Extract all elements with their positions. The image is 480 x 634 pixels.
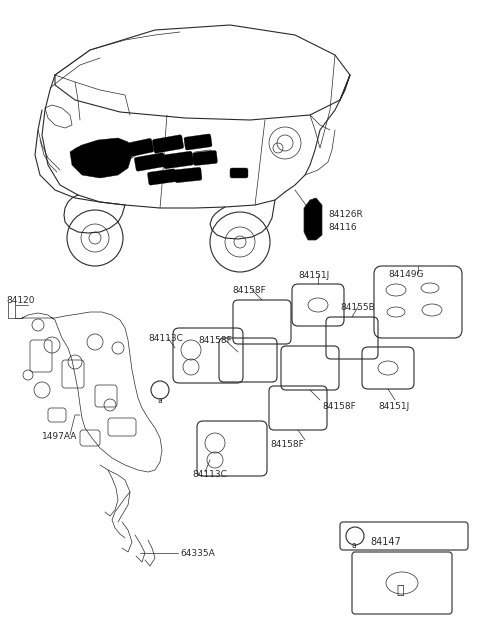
- FancyBboxPatch shape: [184, 134, 212, 150]
- FancyBboxPatch shape: [162, 152, 193, 169]
- FancyBboxPatch shape: [152, 135, 184, 153]
- Text: 84147: 84147: [370, 537, 401, 547]
- Polygon shape: [304, 198, 322, 240]
- Text: 84113C: 84113C: [192, 470, 227, 479]
- Text: 84120: 84120: [6, 296, 35, 305]
- Text: 84158F: 84158F: [232, 286, 266, 295]
- Text: a: a: [157, 396, 162, 405]
- Polygon shape: [70, 138, 132, 178]
- Text: 84158F: 84158F: [198, 336, 232, 345]
- Text: 84113C: 84113C: [148, 334, 183, 343]
- FancyBboxPatch shape: [230, 168, 248, 178]
- Text: Ⓟ: Ⓟ: [396, 583, 404, 597]
- FancyBboxPatch shape: [147, 169, 177, 185]
- Text: 84151J: 84151J: [378, 402, 409, 411]
- FancyBboxPatch shape: [192, 150, 217, 165]
- Text: 84158F: 84158F: [270, 440, 304, 449]
- FancyBboxPatch shape: [134, 153, 166, 171]
- Text: 84155B: 84155B: [340, 303, 375, 312]
- Text: 84126R: 84126R: [328, 210, 363, 219]
- Text: 64335A: 64335A: [180, 549, 215, 558]
- Text: 84158F: 84158F: [322, 402, 356, 411]
- Text: 84151J: 84151J: [298, 271, 329, 280]
- Text: a: a: [352, 541, 357, 550]
- Text: 84149G: 84149G: [388, 270, 423, 279]
- FancyBboxPatch shape: [122, 138, 154, 158]
- FancyBboxPatch shape: [174, 167, 202, 183]
- Text: 1497AA: 1497AA: [42, 432, 77, 441]
- Text: 84116: 84116: [328, 223, 357, 232]
